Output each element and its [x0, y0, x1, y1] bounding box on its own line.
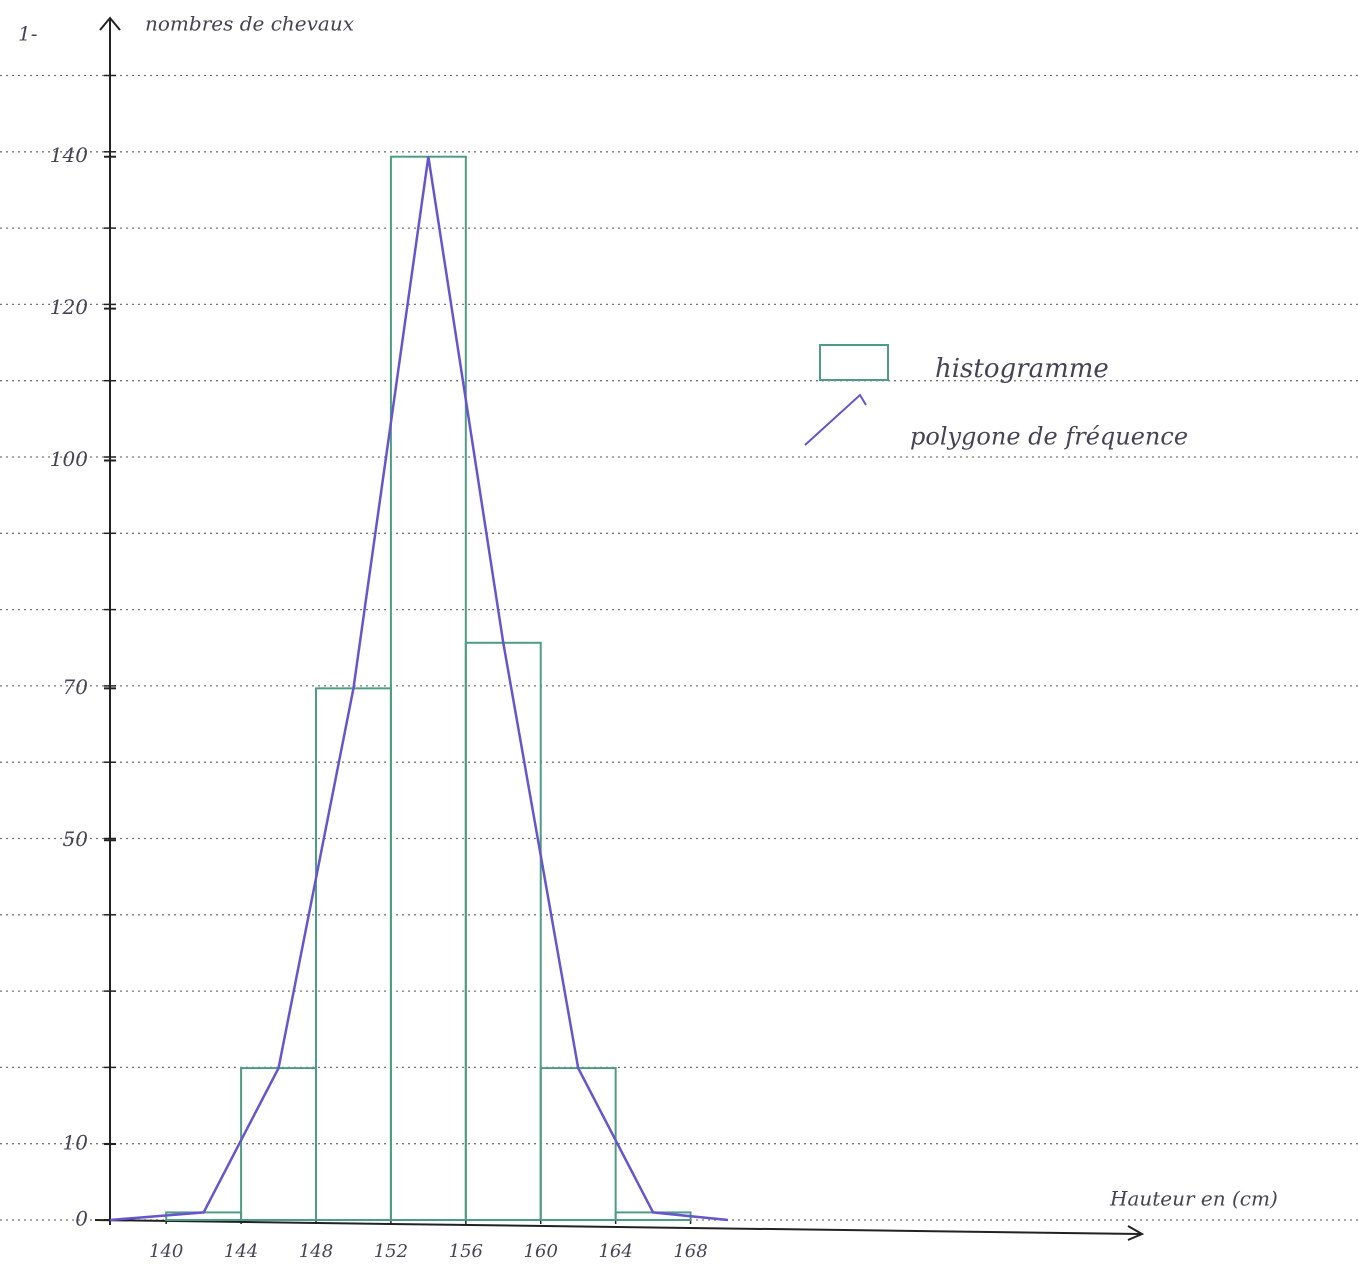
y-tick-label: 70 [63, 675, 89, 699]
bar [539, 1067, 617, 1222]
x-tick-label: 160 [524, 1241, 558, 1262]
x-tick-label: 140 [149, 1241, 183, 1262]
x-axis [94, 1219, 1141, 1235]
legend-swatch-histogram [819, 344, 889, 381]
x-tick-label: 144 [224, 1241, 258, 1262]
x-tick-label: 168 [673, 1241, 707, 1262]
x-tick-label: 148 [299, 1241, 333, 1262]
x-tick-label: 152 [374, 1241, 408, 1262]
y-tick-label: 140 [50, 143, 88, 167]
legend-label: polygone de fréquence [910, 423, 1188, 451]
y-tick-label: 0 [75, 1207, 88, 1231]
x-arrow [1127, 1225, 1145, 1241]
y-arrow [99, 16, 121, 31]
chart-title: 1- [18, 22, 38, 46]
y-axis-label: nombres de chevaux [145, 12, 354, 36]
frequency-polygon [109, 156, 729, 1222]
y-tick-label: 10 [63, 1131, 89, 1155]
bar [389, 155, 467, 1221]
paper-lines [0, 74, 1358, 1221]
y-tick-label: 50 [63, 827, 89, 851]
bar [464, 641, 542, 1221]
bar [315, 687, 392, 1221]
x-tick-label: 156 [449, 1241, 483, 1262]
x-axis-label: Hauteur en (cm) [1109, 1187, 1278, 1211]
y-tick-label: 120 [50, 295, 88, 319]
y-tick-label: 100 [50, 447, 88, 471]
legend-swatch-polygon [804, 393, 867, 446]
x-tick-label: 164 [598, 1241, 632, 1262]
legend-label: histogramme [935, 354, 1109, 384]
